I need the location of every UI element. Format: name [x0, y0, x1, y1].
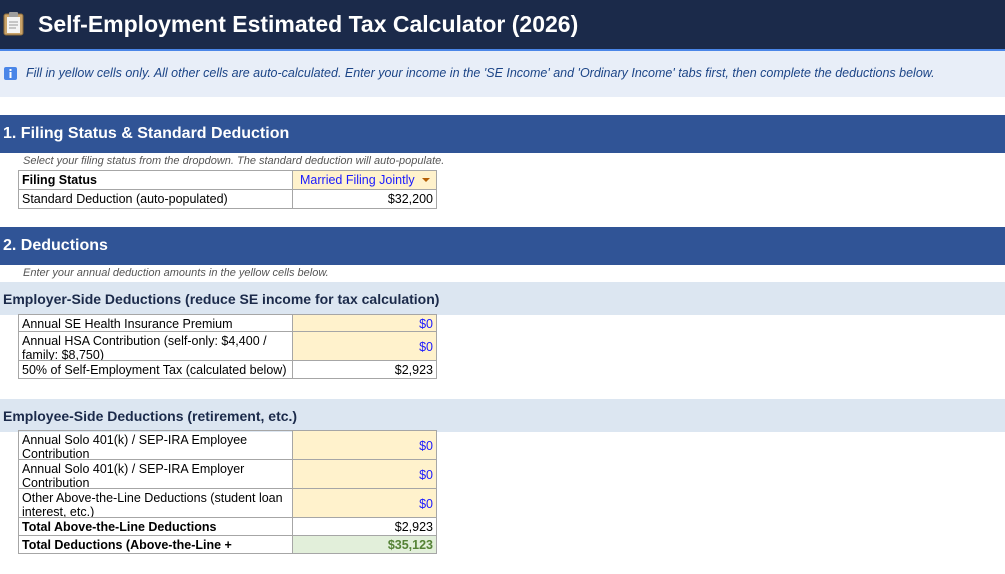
health-insurance-input[interactable]: $0 — [292, 314, 437, 332]
section-title: 2. Deductions — [3, 237, 108, 254]
info-banner: Fill in yellow cells only. All other cel… — [0, 51, 1005, 97]
employee-contribution-input[interactable]: $0 — [292, 430, 437, 460]
subsection-header-employee: Employee-Side Deductions (retirement, et… — [0, 399, 1005, 432]
section-hint: Select your filing status from the dropd… — [23, 155, 445, 167]
table-row: Total Above-the-Line Deductions $2,923 — [18, 517, 437, 536]
total-above-line-value: $2,923 — [292, 517, 437, 536]
section-hint: Enter your annual deduction amounts in t… — [23, 267, 329, 279]
chevron-down-icon[interactable] — [422, 178, 430, 182]
subsection-title: Employer-Side Deductions (reduce SE inco… — [3, 291, 440, 307]
table-row: Filing Status Married Filing Jointly — [18, 170, 437, 190]
other-deductions-label: Other Above-the-Line Deductions (student… — [18, 488, 293, 518]
total-deductions-label: Total Deductions (Above-the-Line + — [18, 535, 293, 554]
subsection-header-employer: Employer-Side Deductions (reduce SE inco… — [0, 282, 1005, 315]
section-header-filing-status: 1. Filing Status & Standard Deduction — [0, 115, 1005, 153]
table-row: Annual Solo 401(k) / SEP-IRA Employer Co… — [18, 459, 437, 489]
filing-status-table: Filing Status Married Filing Jointly Sta… — [18, 170, 437, 209]
half-se-tax-label: 50% of Self-Employment Tax (calculated b… — [18, 360, 293, 379]
table-row: Total Deductions (Above-the-Line + $35,1… — [18, 535, 437, 554]
section-header-deductions: 2. Deductions — [0, 227, 1005, 265]
employee-deductions-table: Annual Solo 401(k) / SEP-IRA Employee Co… — [18, 430, 437, 554]
title-bar: Self-Employment Estimated Tax Calculator… — [0, 0, 1005, 51]
info-text: Fill in yellow cells only. All other cel… — [26, 66, 935, 80]
table-row: 50% of Self-Employment Tax (calculated b… — [18, 360, 437, 379]
table-row: Annual HSA Contribution (self-only: $4,4… — [18, 331, 437, 361]
employer-contribution-label: Annual Solo 401(k) / SEP-IRA Employer Co… — [18, 459, 293, 489]
other-deductions-input[interactable]: $0 — [292, 488, 437, 518]
total-above-line-label: Total Above-the-Line Deductions — [18, 517, 293, 536]
table-row: Annual Solo 401(k) / SEP-IRA Employee Co… — [18, 430, 437, 460]
employee-contribution-label: Annual Solo 401(k) / SEP-IRA Employee Co… — [18, 430, 293, 460]
standard-deduction-value: $32,200 — [292, 189, 437, 209]
hsa-contribution-input[interactable]: $0 — [292, 331, 437, 361]
employer-contribution-input[interactable]: $0 — [292, 459, 437, 489]
filing-status-label: Filing Status — [18, 170, 293, 190]
page-title: Self-Employment Estimated Tax Calculator… — [38, 11, 579, 37]
standard-deduction-label: Standard Deduction (auto-populated) — [18, 189, 293, 209]
health-insurance-label: Annual SE Health Insurance Premium — [18, 314, 293, 332]
hsa-contribution-label: Annual HSA Contribution (self-only: $4,4… — [18, 331, 293, 361]
employer-deductions-table: Annual SE Health Insurance Premium $0 An… — [18, 314, 437, 379]
subsection-title: Employee-Side Deductions (retirement, et… — [3, 408, 298, 424]
clipboard-icon — [3, 12, 24, 36]
half-se-tax-value: $2,923 — [292, 360, 437, 379]
info-icon — [4, 67, 17, 80]
filing-status-dropdown[interactable]: Married Filing Jointly — [292, 170, 437, 190]
table-row: Other Above-the-Line Deductions (student… — [18, 488, 437, 518]
total-deductions-value: $35,123 — [292, 535, 437, 554]
table-row: Annual SE Health Insurance Premium $0 — [18, 314, 437, 332]
table-row: Standard Deduction (auto-populated) $32,… — [18, 189, 437, 209]
section-title: 1. Filing Status & Standard Deduction — [3, 125, 290, 142]
filing-status-value: Married Filing Jointly — [300, 173, 415, 187]
